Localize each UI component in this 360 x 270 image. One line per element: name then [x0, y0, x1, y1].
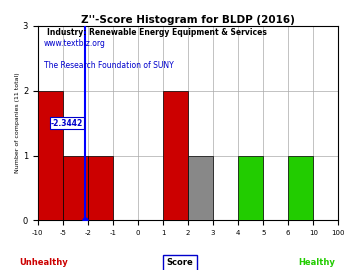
Text: Industry: Renewable Energy Equipment & Services: Industry: Renewable Energy Equipment & S…	[47, 28, 267, 37]
Title: Z''-Score Histogram for BLDP (2016): Z''-Score Histogram for BLDP (2016)	[81, 15, 295, 25]
Text: Healthy: Healthy	[298, 258, 335, 267]
Bar	[63, 156, 88, 220]
Text: www.textbiz.org: www.textbiz.org	[44, 39, 106, 48]
Bar	[88, 156, 113, 220]
Bar	[38, 91, 63, 220]
Bar	[238, 156, 263, 220]
Bar	[288, 156, 313, 220]
Text: Unhealthy: Unhealthy	[19, 258, 68, 267]
Bar	[163, 91, 188, 220]
Bar	[188, 156, 213, 220]
Text: Score: Score	[167, 258, 193, 267]
Text: The Research Foundation of SUNY: The Research Foundation of SUNY	[44, 61, 174, 70]
Y-axis label: Number of companies (11 total): Number of companies (11 total)	[15, 73, 20, 173]
Text: -2.3442: -2.3442	[51, 119, 83, 128]
